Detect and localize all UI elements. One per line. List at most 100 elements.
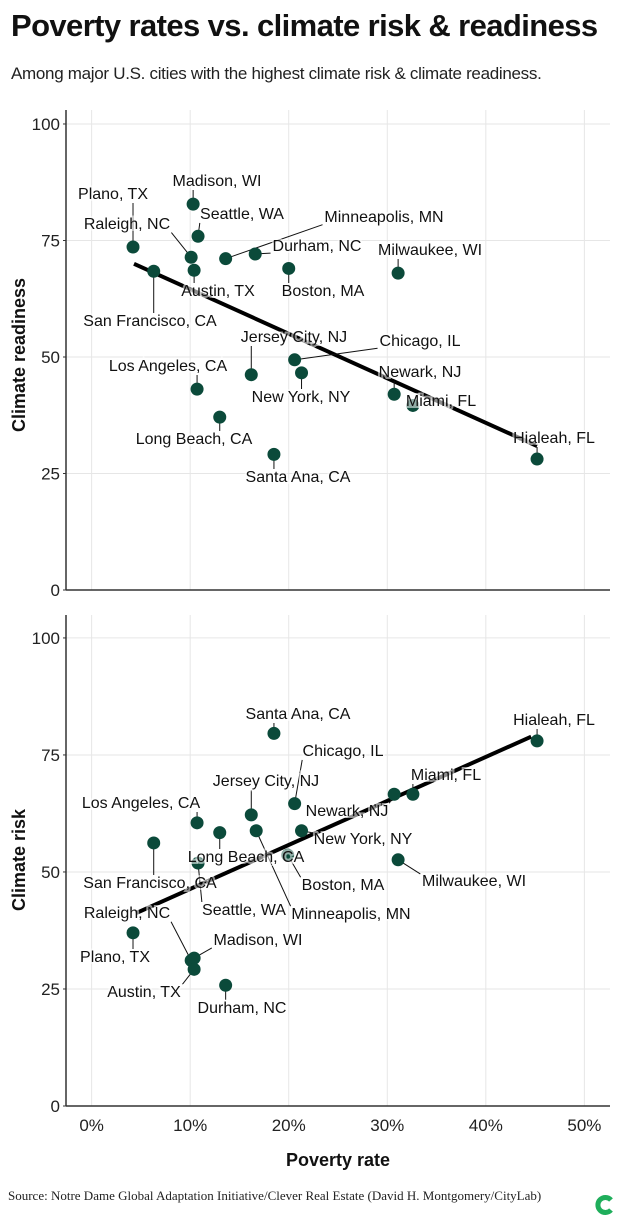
- point-label: Minneapolis, MN: [324, 209, 443, 226]
- point-label: New York, NY: [252, 389, 351, 406]
- point-label: Milwaukee, WI: [378, 242, 482, 259]
- x-axis-label: Poverty rate: [286, 1150, 390, 1170]
- point-label: Jersey City, NJ: [241, 329, 347, 346]
- data-point: [191, 229, 205, 243]
- data-point: [406, 398, 420, 412]
- leader-line: [170, 232, 188, 253]
- point-label: Durham, NC: [198, 1000, 287, 1017]
- x-tick-label: 20%: [272, 1116, 306, 1135]
- data-point: [267, 726, 281, 740]
- leader-line: [307, 831, 312, 834]
- source-note: Source: Notre Dame Global Adaptation Ini…: [8, 1188, 542, 1203]
- point-label: Long Beach, CA: [136, 431, 253, 448]
- data-point: [281, 848, 295, 862]
- data-point: [219, 252, 233, 266]
- chart-subtitle: Among major U.S. cities with the highest…: [11, 64, 542, 83]
- data-point: [186, 197, 200, 211]
- chart-readiness: 0 25 50 75 100 Climate readiness Plano, TX San …: [9, 110, 610, 600]
- point-label: Miami, FL: [406, 393, 476, 410]
- x-tick-label: 50%: [567, 1116, 601, 1135]
- data-point: [267, 447, 281, 461]
- point-label: Seattle, WA: [200, 206, 284, 223]
- point-label: Newark, NJ: [306, 803, 389, 820]
- y-axis-label: Climate readiness: [9, 278, 29, 432]
- x-tick-label: 0%: [79, 1116, 104, 1135]
- y-tick-label: 0: [51, 1097, 60, 1116]
- point-label: Long Beach, CA: [188, 849, 305, 866]
- point-label: Miami, FL: [411, 767, 481, 784]
- data-point: [295, 366, 309, 380]
- y-tick-label: 0: [51, 581, 60, 600]
- point-label: Boston, MA: [302, 877, 385, 894]
- leader-line: [402, 862, 421, 875]
- data-point: [147, 264, 161, 278]
- data-point: [213, 410, 227, 424]
- y-tick-label: 50: [41, 863, 60, 882]
- y-tick-label: 25: [41, 464, 60, 483]
- chart-risk: 0 25 50 75 100 0% 10% 20% 30% 40% 50% Poverty rate C…: [9, 615, 610, 1170]
- data-point: [190, 382, 204, 396]
- data-point: [406, 787, 420, 801]
- point-label: Boston, MA: [282, 283, 365, 300]
- data-point: [282, 261, 296, 275]
- data-point: [391, 853, 405, 867]
- point-label: Chicago, IL: [303, 743, 384, 760]
- data-point: [187, 263, 201, 277]
- data-point: [126, 240, 140, 254]
- leader-line: [199, 947, 213, 956]
- data-point: [387, 787, 401, 801]
- point-label: Durham, NC: [273, 238, 362, 255]
- data-point: [248, 247, 262, 261]
- point-label: Jersey City, NJ: [213, 773, 319, 790]
- leader-line: [198, 222, 201, 231]
- trend-line: [133, 261, 538, 448]
- data-point: [249, 824, 263, 838]
- data-point: [147, 836, 161, 850]
- data-point: [391, 266, 405, 280]
- point-label: Hialeah, FL: [513, 430, 595, 447]
- leader-line: [295, 759, 303, 798]
- data-point: [190, 816, 204, 830]
- leader-line: [198, 868, 203, 903]
- y-tick-label: 100: [32, 629, 60, 648]
- leader-lines: [132, 723, 538, 1000]
- chart-title: Poverty rates vs. climate risk & readine…: [11, 8, 598, 43]
- leader-lines: [132, 190, 538, 469]
- y-axis-label: Climate risk: [9, 808, 29, 911]
- point-label: Los Angeles, CA: [109, 358, 228, 375]
- x-tick-label: 40%: [469, 1116, 503, 1135]
- point-label: Raleigh, NC: [84, 905, 170, 922]
- point-label: San Francisco, CA: [83, 313, 217, 330]
- data-point: [387, 387, 401, 401]
- leader-line: [258, 836, 292, 907]
- point-label: Madison, WI: [173, 173, 262, 190]
- point-label: Austin, TX: [181, 283, 255, 300]
- y-tick-label: 75: [41, 746, 60, 765]
- point-label: Santa Ana, CA: [246, 706, 351, 723]
- point-label: Milwaukee, WI: [422, 873, 526, 890]
- data-point: [295, 824, 309, 838]
- data-point: [187, 962, 201, 976]
- leader-line: [181, 973, 191, 985]
- leader-line: [261, 252, 271, 255]
- y-tick-label: 50: [41, 348, 60, 367]
- x-tick-label: 10%: [173, 1116, 207, 1135]
- point-label: Newark, NJ: [379, 364, 462, 381]
- point-label: Los Angeles, CA: [82, 795, 201, 812]
- point-label: Raleigh, NC: [84, 216, 170, 233]
- data-point: [244, 368, 258, 382]
- y-tick-label: 100: [32, 115, 60, 134]
- data-point: [288, 353, 302, 367]
- x-tick-label: 30%: [370, 1116, 404, 1135]
- data-point: [191, 856, 205, 870]
- leader-line: [300, 347, 378, 360]
- data-point: [219, 978, 233, 992]
- point-label: Seattle, WA: [202, 902, 286, 919]
- point-label: Minneapolis, MN: [291, 906, 410, 923]
- data-point: [530, 734, 544, 748]
- point-label: Hialeah, FL: [513, 712, 595, 729]
- y-tick-label: 75: [41, 231, 60, 250]
- citylab-logo-icon: [595, 1195, 613, 1215]
- leader-line: [231, 224, 323, 258]
